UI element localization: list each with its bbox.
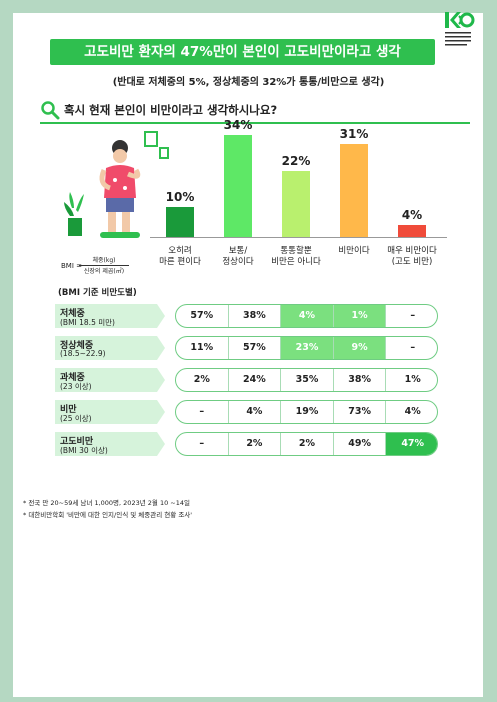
table-cell: 2% — [281, 433, 334, 455]
row-group-name: 저체중 — [60, 309, 85, 319]
category-label-line: 정상이다 — [222, 257, 254, 267]
bmi-lhs: BMI = — [61, 262, 82, 270]
footnote-source: * 대한비만학회 '비만에 대한 인지/인식 및 체중관리 현황 조사' — [23, 511, 193, 519]
row-values-strip: –2% 2% 49% 47% — [175, 432, 438, 456]
row-bmi-range: (18.5~22.9) — [60, 349, 106, 358]
bar-3 — [340, 144, 368, 237]
bmi-numerator: 체중(kg) — [79, 255, 129, 266]
bar-2 — [282, 171, 310, 237]
category-label-2: 통통할뿐 비만은 아니다 — [266, 246, 326, 268]
category-label-line: 매우 비만이다 — [387, 246, 437, 256]
table-cell: 24% — [229, 369, 282, 391]
table-cell: 23% — [281, 337, 334, 359]
row-values-strip: 2% 24% 35% 38% 1% — [175, 368, 438, 392]
category-label-3: 비만이다 — [324, 246, 384, 257]
table-cell: 35% — [281, 369, 334, 391]
table-row: 정상체중 (18.5~22.9) 11% 57% 23% 9% – — [55, 336, 438, 360]
row-values-strip: 11% 57% 23% 9% – — [175, 336, 438, 360]
category-label-line: 비만이다 — [338, 246, 370, 256]
table-heading: (BMI 기준 비만도별) — [58, 288, 137, 298]
bar-value-label-4: 4% — [402, 208, 422, 222]
table-cell: 19% — [281, 401, 334, 423]
table-cell: 2% — [176, 369, 229, 391]
bar-1 — [224, 135, 252, 237]
row-group-name: 정상체중 — [60, 341, 94, 351]
bmi-formula: BMI = 체중(kg) 신장의 제곱(㎡) — [61, 255, 133, 279]
category-label-line: 통통할뿐 — [280, 246, 312, 256]
table-cell: 4% — [229, 401, 282, 423]
row-label-background — [55, 368, 165, 392]
category-label-line: (고도 비만) — [391, 257, 433, 267]
table-row: 비만 (25 이상) –4% 19% 73% 4% — [55, 400, 438, 424]
table-cell: 57% — [229, 337, 282, 359]
row-bmi-range: (BMI 30 이상) — [60, 446, 108, 455]
table-cell: 4% — [404, 406, 421, 417]
table-cell: 47% — [386, 433, 437, 455]
chart-baseline — [150, 237, 447, 238]
question-header: 혹시 현재 본인이 비만이라고 생각하시나요? — [40, 100, 470, 124]
row-group-name: 고도비만 — [60, 437, 94, 447]
row-bmi-range: (25 이상) — [60, 414, 92, 423]
footnote-survey: * 전국 만 20~59세 남녀 1,000명, 2023년 2월 10 ~14… — [23, 499, 190, 507]
ksso-logo — [445, 12, 475, 48]
row-values-strip: –4% 19% 73% 4% — [175, 400, 438, 424]
row-label-background — [55, 400, 165, 424]
table-cell: – — [176, 401, 229, 423]
table-cell: 38% — [334, 369, 387, 391]
table-cell: – — [410, 310, 416, 321]
table-cell: 11% — [176, 337, 229, 359]
table-cell: – — [410, 342, 416, 353]
row-label-background — [55, 432, 165, 456]
page-subtitle: (반대로 저체중의 5%, 정상체중의 32%가 통통/비만으로 생각) — [112, 77, 385, 88]
table-cell: 4% — [281, 305, 334, 327]
table-cell: 73% — [334, 401, 387, 423]
bar-4 — [398, 225, 426, 237]
bar-value-label-2: 22% — [282, 154, 311, 168]
row-label-background — [55, 336, 165, 360]
row-group-name: 과체중 — [60, 373, 85, 383]
question-text: 혹시 현재 본인이 비만이라고 생각하시나요? — [64, 103, 278, 117]
category-label-line: 보통/ — [228, 246, 248, 256]
table-cell: 1% — [333, 305, 387, 327]
bar-value-label-0: 10% — [166, 190, 195, 204]
bmi-denominator: 신장의 제곱(㎡) — [83, 268, 125, 275]
table-cell: 9% — [333, 337, 387, 359]
category-label-4: 매우 비만이다 (고도 비만) — [382, 246, 442, 268]
page-title: 고도비만 환자의 47%만이 본인이 고도비만이라고 생각 — [50, 39, 435, 65]
table-cell: 1% — [404, 374, 421, 385]
bar-value-label-1: 34% — [224, 118, 253, 132]
category-label-line: 오히려 — [168, 246, 192, 256]
category-label-1: 보통/정상이다 — [208, 246, 268, 268]
magnifier-icon — [41, 101, 60, 120]
table-cell: 49% — [334, 433, 387, 455]
category-label-0: 오히려 마른 편이다 — [150, 246, 210, 268]
row-bmi-range: (BMI 18.5 미만) — [60, 318, 115, 327]
bar-0 — [166, 207, 194, 237]
row-group-name: 비만 — [60, 405, 77, 415]
table-cell: – — [176, 433, 229, 455]
table-cell: 57% — [176, 305, 229, 327]
table-row: 저체중 (BMI 18.5 미만) 57% 38% 4% 1% – — [55, 304, 438, 328]
category-label-line: 비만은 아니다 — [271, 257, 321, 267]
category-label-line: 마른 편이다 — [159, 257, 201, 267]
row-values-strip: 57% 38% 4% 1% – — [175, 304, 438, 328]
table-row: 고도비만 (BMI 30 이상) –2% 2% 49% 47% — [55, 432, 438, 456]
table-cell: 2% — [229, 433, 282, 455]
person-scale-illustration — [64, 131, 169, 238]
table-row: 과체중 (23 이상) 2% 24% 35% 38% 1% — [55, 368, 438, 392]
bar-value-label-3: 31% — [340, 127, 369, 141]
table-cell: 38% — [229, 305, 282, 327]
row-bmi-range: (23 이상) — [60, 382, 92, 391]
row-label-background — [55, 304, 165, 328]
logo-icon — [445, 12, 475, 46]
